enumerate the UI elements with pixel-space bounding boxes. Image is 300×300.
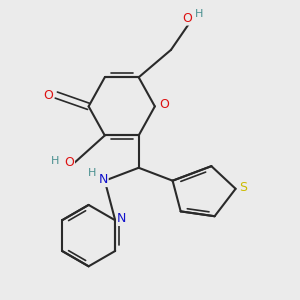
Text: S: S — [239, 181, 247, 194]
Text: H: H — [195, 9, 204, 19]
Text: O: O — [43, 88, 53, 102]
Text: N: N — [117, 212, 126, 225]
Text: H: H — [88, 168, 97, 178]
Text: O: O — [64, 156, 74, 170]
Text: N: N — [98, 173, 108, 186]
Text: O: O — [182, 12, 192, 25]
Text: O: O — [159, 98, 169, 111]
Text: H: H — [50, 156, 59, 166]
